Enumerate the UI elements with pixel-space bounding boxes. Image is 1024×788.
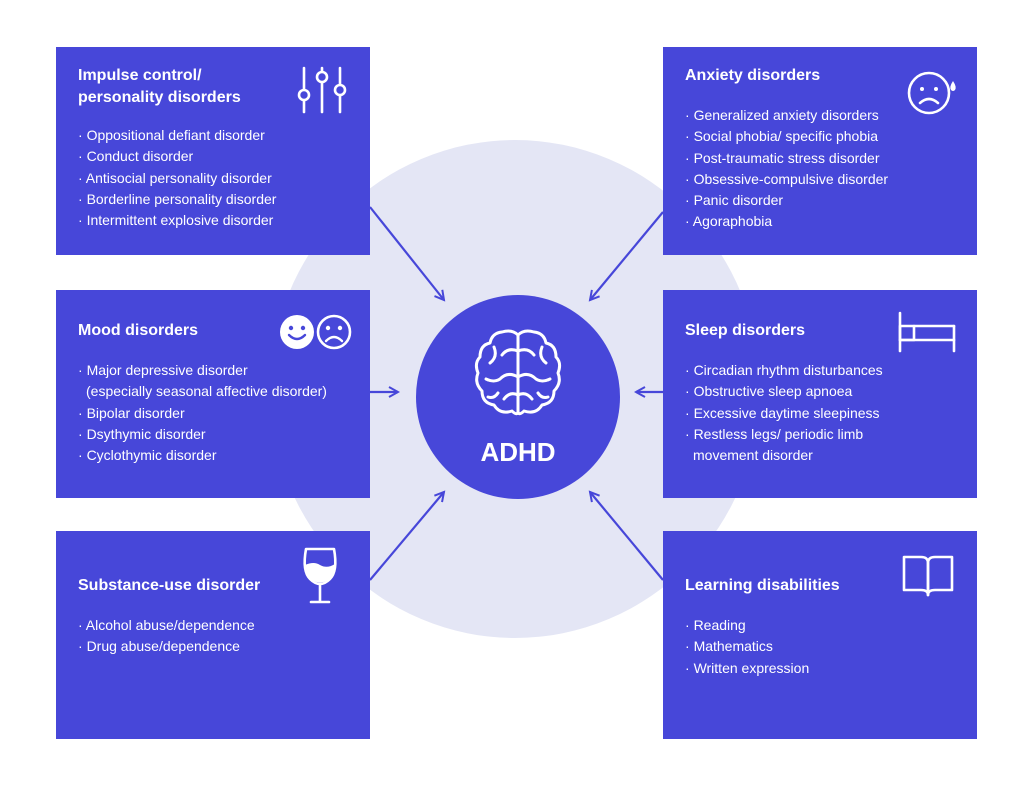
list-item: · Agoraphobia [685, 213, 773, 230]
list-item: · Reading [685, 617, 746, 633]
list-item: · Antisocial personality disorder [78, 169, 272, 186]
list-item: · Generalized anxiety disorders [685, 107, 879, 123]
list-item: · Circadian rhythm disturbances [685, 362, 883, 378]
list-item: · Bipolar disorder [78, 404, 185, 421]
list-item: · Intermittent explosive disorder [78, 212, 274, 229]
card-mood: Mood disorders · Major depressive disord… [56, 290, 370, 498]
happy-sad-faces-icon [278, 312, 354, 352]
list-item: · Mathematics [685, 638, 773, 655]
worried-face-icon [907, 69, 959, 117]
item-list: · Alcohol abuse/dependence · Drug abuse/… [78, 615, 255, 658]
list-item: · Post-traumatic stress disorder [685, 149, 880, 166]
card-title: Impulse control/ personality disorders [78, 67, 241, 106]
card-title: Anxiety disorders [685, 67, 821, 84]
list-item: · Oppositional defiant disorder [78, 127, 265, 143]
bed-icon [897, 310, 957, 354]
card-impulse-control: Impulse control/ personality disorders ·… [56, 47, 370, 255]
arrow-substance [369, 492, 444, 581]
card-title: Substance-use disorder [78, 577, 261, 594]
list-item: · Restless legs/ periodic limb [685, 425, 864, 442]
arrow-anxiety [590, 211, 664, 300]
card-title: Learning disabilities [685, 577, 840, 594]
list-item: · Drug abuse/dependence [78, 638, 240, 655]
list-item: · Obstructive sleep apnoea [685, 383, 853, 400]
sliders-icon [296, 65, 350, 115]
list-item: · Borderline personality disorder [78, 190, 277, 207]
center-label: ADHD [480, 437, 556, 467]
item-list: · Circadian rhythm disturbances · Obstru… [685, 360, 883, 466]
list-item: · Excessive daytime sleepiness [685, 404, 880, 421]
list-item: · Obsessive-compulsive disorder [685, 170, 889, 187]
item-list: · Reading · Mathematics · Written expres… [685, 615, 809, 679]
wine-glass-icon [300, 545, 340, 607]
list-item: · Panic disorder [685, 192, 784, 209]
brain-icon [472, 327, 564, 428]
item-list: · Oppositional defiant disorder · Conduc… [78, 125, 276, 231]
list-item: · Social phobia/ specific phobia [685, 128, 879, 145]
card-title: Mood disorders [78, 322, 199, 339]
arrow-learning [590, 492, 664, 581]
list-item: · Dsythymic disorder [78, 425, 206, 442]
list-item: · Written expression [685, 659, 810, 676]
list-item: (especially seasonal affective disorder) [86, 383, 327, 400]
open-book-icon [901, 553, 955, 599]
list-item: · Conduct disorder [78, 148, 194, 165]
list-item: movement disorder [693, 447, 813, 464]
card-learning: Learning disabilities · Reading · Mathem… [663, 531, 977, 739]
item-list: · Major depressive disorder (especially … [78, 360, 327, 466]
list-item: · Major depressive disorder [78, 362, 248, 378]
item-list: · Generalized anxiety disorders · Social… [685, 105, 888, 233]
card-sleep: Sleep disorders · Circadian rhythm distu… [663, 290, 977, 498]
card-title: Sleep disorders [685, 322, 806, 339]
card-anxiety: Anxiety disorders · Generalized anxiety … [663, 47, 977, 255]
list-item: · Alcohol abuse/dependence [78, 617, 255, 633]
arrow-impulse [369, 206, 444, 300]
list-item: · Cyclothymic disorder [78, 447, 217, 464]
card-substance-use: Substance-use disorder · Alcohol abuse/d… [56, 531, 370, 739]
center-adhd-node: ADHD [416, 295, 620, 499]
